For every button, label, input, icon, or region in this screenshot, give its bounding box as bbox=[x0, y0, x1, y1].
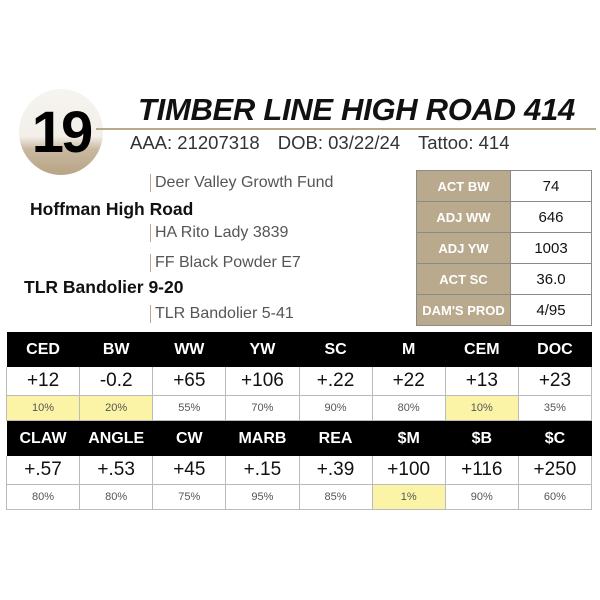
epd-percentile-cell: 70% bbox=[225, 395, 300, 421]
divider bbox=[96, 128, 596, 130]
animal-name: TIMBER LINE HIGH ROAD 414 bbox=[138, 92, 575, 127]
epd-header-cell: M bbox=[372, 332, 446, 367]
epd-percentile-cell: 35% bbox=[517, 395, 593, 421]
epd-value-cell: +106 bbox=[225, 367, 300, 396]
epd-table: CED BW WW YW SC M CEM DOC +12 -0.2 +65 +106 +.22 +22 +… bbox=[5, 332, 593, 510]
epd-percentile-cell: 20% bbox=[79, 395, 154, 421]
epd-value-row: +.57 +.53 +45 +.15 +.39 +100 +116 +250 bbox=[5, 456, 593, 485]
epd-header-cell: REA bbox=[299, 420, 373, 456]
stat-value: 36.0 bbox=[510, 263, 592, 295]
epd-header-cell: BW bbox=[79, 332, 153, 367]
epd-value-cell: +.22 bbox=[298, 367, 373, 396]
epd-percentile-cell: 10% bbox=[444, 395, 519, 421]
epd-value-row: +12 -0.2 +65 +106 +.22 +22 +13 +23 bbox=[5, 367, 593, 396]
stat-label: ADJ WW bbox=[416, 201, 511, 233]
epd-value-cell: +13 bbox=[444, 367, 519, 396]
epd-value-cell: +23 bbox=[517, 367, 593, 396]
epd-value-cell: +116 bbox=[444, 456, 519, 485]
stat-row: ACT SC 36.0 bbox=[416, 263, 592, 295]
epd-value-cell: +.15 bbox=[225, 456, 300, 485]
epd-header-cell: ANGLE bbox=[79, 420, 153, 456]
sire: Hoffman High Road bbox=[30, 199, 194, 219]
stat-value: 646 bbox=[510, 201, 592, 233]
registration-line: AAA: 21207318 DOB: 03/22/24 Tattoo: 414 bbox=[130, 132, 523, 154]
epd-header-cell: CEM bbox=[445, 332, 519, 367]
epd-percentile-cell: 95% bbox=[225, 484, 300, 510]
dam-sire: FF Black Powder E7 bbox=[150, 254, 301, 272]
epd-value-cell: +100 bbox=[371, 456, 446, 485]
lot-number-badge: 19 bbox=[19, 89, 103, 175]
stat-row: DAM'S PROD 4/95 bbox=[416, 294, 592, 326]
epd-header-cell: MARB bbox=[225, 420, 299, 456]
stat-label: ACT SC bbox=[416, 263, 511, 295]
stat-label: DAM'S PROD bbox=[416, 294, 511, 326]
epd-percentile-cell: 60% bbox=[517, 484, 593, 510]
sire-sire: Deer Valley Growth Fund bbox=[150, 174, 333, 192]
epd-header-cell: $M bbox=[372, 420, 446, 456]
date-of-birth: DOB: 03/22/24 bbox=[277, 132, 401, 153]
epd-percentile-cell: 90% bbox=[298, 395, 373, 421]
registration-number: AAA: 21207318 bbox=[130, 132, 260, 153]
sire-dam: HA Rito Lady 3839 bbox=[150, 224, 288, 242]
epd-value-cell: +65 bbox=[152, 367, 227, 396]
epd-header-cell: YW bbox=[225, 332, 299, 367]
epd-percentile-row: 80% 80% 75% 95% 85% 1% 90% 60% bbox=[5, 484, 593, 510]
dam: TLR Bandolier 9-20 bbox=[24, 277, 184, 297]
epd-percentile-cell: 85% bbox=[298, 484, 373, 510]
epd-header-cell: DOC bbox=[518, 332, 592, 367]
epd-percentile-cell: 10% bbox=[5, 395, 81, 421]
epd-header-cell: CLAW bbox=[6, 420, 80, 456]
stat-row: ACT BW 74 bbox=[416, 170, 592, 202]
tattoo: Tattoo: 414 bbox=[417, 132, 510, 153]
stat-value: 4/95 bbox=[510, 294, 592, 326]
epd-percentile-cell: 80% bbox=[371, 395, 446, 421]
epd-header-cell: CED bbox=[6, 332, 80, 367]
epd-percentile-cell: 1% bbox=[371, 484, 446, 510]
stat-label: ADJ YW bbox=[416, 232, 511, 264]
epd-value-cell: -0.2 bbox=[79, 367, 154, 396]
epd-percentile-cell: 75% bbox=[152, 484, 227, 510]
epd-percentile-cell: 80% bbox=[5, 484, 81, 510]
stat-label: ACT BW bbox=[416, 170, 511, 202]
epd-value-cell: +.39 bbox=[298, 456, 373, 485]
epd-percentile-row: 10% 20% 55% 70% 90% 80% 10% 35% bbox=[5, 395, 593, 421]
epd-value-cell: +22 bbox=[371, 367, 446, 396]
performance-stats: ACT BW 74 ADJ WW 646 ADJ YW 1003 ACT SC 36.0 DAM… bbox=[416, 170, 592, 326]
epd-value-cell: +.53 bbox=[79, 456, 154, 485]
epd-header-cell: WW bbox=[152, 332, 226, 367]
epd-value-cell: +.57 bbox=[5, 456, 81, 485]
epd-header-cell: SC bbox=[299, 332, 373, 367]
stat-row: ADJ WW 646 bbox=[416, 201, 592, 233]
epd-header-cell: $C bbox=[518, 420, 592, 456]
stat-value: 1003 bbox=[510, 232, 592, 264]
epd-value-cell: +250 bbox=[517, 456, 593, 485]
stat-row: ADJ YW 1003 bbox=[416, 232, 592, 264]
dam-dam: TLR Bandolier 5-41 bbox=[150, 305, 294, 323]
epd-header-row: CLAW ANGLE CW MARB REA $M $B $C bbox=[6, 420, 592, 456]
epd-header-cell: $B bbox=[445, 420, 519, 456]
lot-number: 19 bbox=[31, 100, 94, 165]
epd-value-cell: +12 bbox=[5, 367, 81, 396]
epd-value-cell: +45 bbox=[152, 456, 227, 485]
epd-percentile-cell: 80% bbox=[79, 484, 154, 510]
epd-header-row: CED BW WW YW SC M CEM DOC bbox=[6, 332, 592, 367]
epd-percentile-cell: 55% bbox=[152, 395, 227, 421]
epd-header-cell: CW bbox=[152, 420, 226, 456]
stat-value: 74 bbox=[510, 170, 592, 202]
epd-percentile-cell: 90% bbox=[444, 484, 519, 510]
